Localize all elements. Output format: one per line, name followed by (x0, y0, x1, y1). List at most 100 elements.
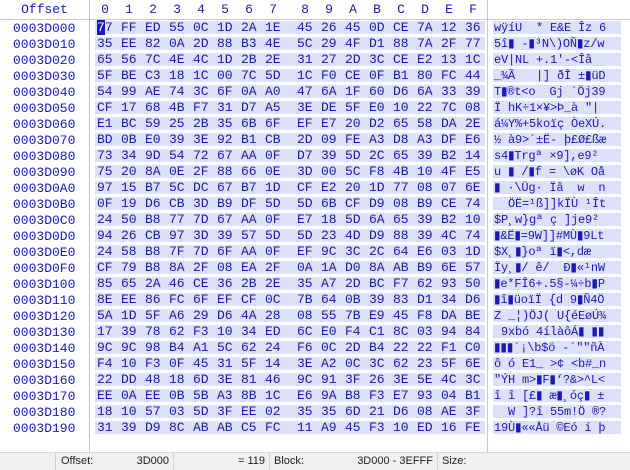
hex-byte[interactable]: D8 (393, 132, 409, 147)
hex-byte[interactable]: 22 (97, 372, 113, 387)
hex-byte[interactable]: 08 (297, 308, 313, 323)
hex-byte[interactable]: 0C (193, 20, 209, 35)
ascii-text[interactable]: ▮e*FÎ6+.5§-¼÷b▮P (494, 277, 605, 291)
hex-byte[interactable]: D0 (345, 260, 361, 275)
hex-byte[interactable]: 39 (121, 420, 137, 435)
hex-byte[interactable]: 08 (217, 260, 233, 275)
hex-byte[interactable]: 4B (393, 164, 409, 179)
hex-byte[interactable]: E2 (321, 180, 337, 195)
hex-byte[interactable]: 67 (217, 212, 233, 227)
hex-byte[interactable]: 5F (241, 356, 257, 371)
hex-byte[interactable]: 64 (393, 244, 409, 259)
hex-byte[interactable]: 1D (465, 244, 481, 259)
hex-byte[interactable]: 77 (393, 180, 409, 195)
hex-byte[interactable]: 31 (97, 420, 113, 435)
hex-byte[interactable]: 83 (393, 292, 409, 307)
hex-byte[interactable]: 68 (145, 100, 161, 115)
hex-byte[interactable]: 3E (297, 356, 313, 371)
hex-byte[interactable]: 2D (345, 340, 361, 355)
hex-byte[interactable]: B1 (241, 132, 257, 147)
hex-byte[interactable]: 36 (217, 276, 233, 291)
hex-byte[interactable]: 00 (217, 68, 233, 83)
hex-byte[interactable]: 22 (393, 340, 409, 355)
hex-byte[interactable]: 1D (265, 180, 281, 195)
hex-byte[interactable]: E0 (369, 100, 385, 115)
hex-byte[interactable]: 8A (145, 164, 161, 179)
hex-byte[interactable]: 0E (169, 164, 185, 179)
hex-byte[interactable]: 88 (393, 228, 409, 243)
hex-byte[interactable]: 12 (441, 20, 457, 35)
hex-byte[interactable]: 7A (417, 20, 433, 35)
hex-byte[interactable]: 62 (417, 276, 433, 291)
ascii-text[interactable]: s4▮Trgª ×9],e9² (494, 149, 606, 163)
hex-byte[interactable]: 5B (193, 388, 209, 403)
hex-byte[interactable]: 93 (417, 388, 433, 403)
hex-byte[interactable]: B9 (217, 196, 233, 211)
hex-byte[interactable]: 2D (345, 276, 361, 291)
hex-byte[interactable]: 0D (369, 20, 385, 35)
ascii-text[interactable]: 9xbó 4ílàôÁ▮ ▮▮ (494, 325, 605, 339)
hex-byte[interactable]: 4E (169, 52, 185, 67)
hex-byte[interactable]: 39 (465, 84, 481, 99)
hex-byte[interactable]: 2C (369, 244, 385, 259)
hex-byte[interactable]: 5C (297, 36, 313, 51)
hex-byte[interactable]: 5C (169, 180, 185, 195)
hex-byte[interactable]: E5 (465, 164, 481, 179)
hex-byte[interactable]: BD (97, 132, 113, 147)
hex-byte[interactable]: 94 (97, 228, 113, 243)
hex-byte[interactable]: 6F (217, 84, 233, 99)
hex-byte[interactable]: 2F (193, 260, 209, 275)
hex-byte[interactable]: 4B (169, 100, 185, 115)
hex-byte[interactable]: 5F (345, 100, 361, 115)
hex-byte[interactable]: C5 (241, 420, 257, 435)
hex-byte[interactable]: FE (345, 132, 361, 147)
hex-byte[interactable]: 73 (97, 148, 113, 163)
ascii-text[interactable]: 19Ù▮««Åü ©Eó í þ (494, 421, 606, 435)
hex-byte[interactable]: CB (169, 196, 185, 211)
hex-byte[interactable]: FC (441, 68, 457, 83)
hex-byte[interactable]: 6D (345, 404, 361, 419)
hex-byte[interactable]: 6E (465, 356, 481, 371)
hex-byte[interactable]: 33 (441, 84, 457, 99)
hex-byte[interactable]: C1 (369, 324, 385, 339)
hex-byte[interactable]: 0C (321, 340, 337, 355)
hex-byte[interactable]: 3F (465, 404, 481, 419)
hex-byte[interactable]: 3D (297, 164, 313, 179)
hex-byte[interactable]: 1D (121, 308, 137, 323)
hex-byte[interactable]: 81 (241, 372, 257, 387)
hex-byte[interactable]: 11 (297, 420, 313, 435)
hex-byte[interactable]: 7D (193, 244, 209, 259)
hex-byte[interactable]: 2D (345, 52, 361, 67)
hex-byte[interactable]: 5D (265, 228, 281, 243)
hex-byte[interactable]: 1C (265, 388, 281, 403)
hex-byte[interactable]: 9C (321, 244, 337, 259)
hex-byte[interactable]: 39 (369, 292, 385, 307)
hex-byte[interactable]: A0 (265, 84, 281, 99)
hex-byte[interactable]: 93 (441, 276, 457, 291)
ascii-text[interactable]: u ▮ /▮f = \øK Oå (494, 165, 605, 179)
hex-byte[interactable]: 4C (441, 372, 457, 387)
hex-byte[interactable]: CF (297, 180, 313, 195)
hex-byte[interactable]: E0 (145, 132, 161, 147)
hex-byte[interactable]: 20 (121, 164, 137, 179)
hex-byte[interactable]: EE (121, 292, 137, 307)
hex-byte[interactable]: 7F (169, 244, 185, 259)
hex-byte[interactable]: 5E (417, 372, 433, 387)
hex-byte[interactable]: 64 (321, 292, 337, 307)
hex-byte[interactable]: 3C (193, 84, 209, 99)
hex-byte[interactable]: 2E (265, 52, 281, 67)
hex-byte[interactable]: E7 (297, 212, 313, 227)
hex-byte[interactable]: B2 (441, 148, 457, 163)
hex-byte[interactable]: 6D (193, 372, 209, 387)
hex-byte[interactable]: A1 (193, 340, 209, 355)
hex-byte[interactable]: ED (145, 20, 161, 35)
hex-byte[interactable]: 0A (169, 36, 185, 51)
hex-byte[interactable]: 3C (369, 356, 385, 371)
hex-byte[interactable]: B1 (465, 388, 481, 403)
hex-byte[interactable]: 8A (369, 260, 385, 275)
ascii-text[interactable]: W ]?î 55m!Ö ®? (494, 405, 607, 419)
hex-byte[interactable]: CF (345, 196, 361, 211)
hex-byte[interactable]: D6 (393, 404, 409, 419)
hex-byte[interactable]: 5D (297, 228, 313, 243)
hex-byte[interactable]: 48 (145, 372, 161, 387)
